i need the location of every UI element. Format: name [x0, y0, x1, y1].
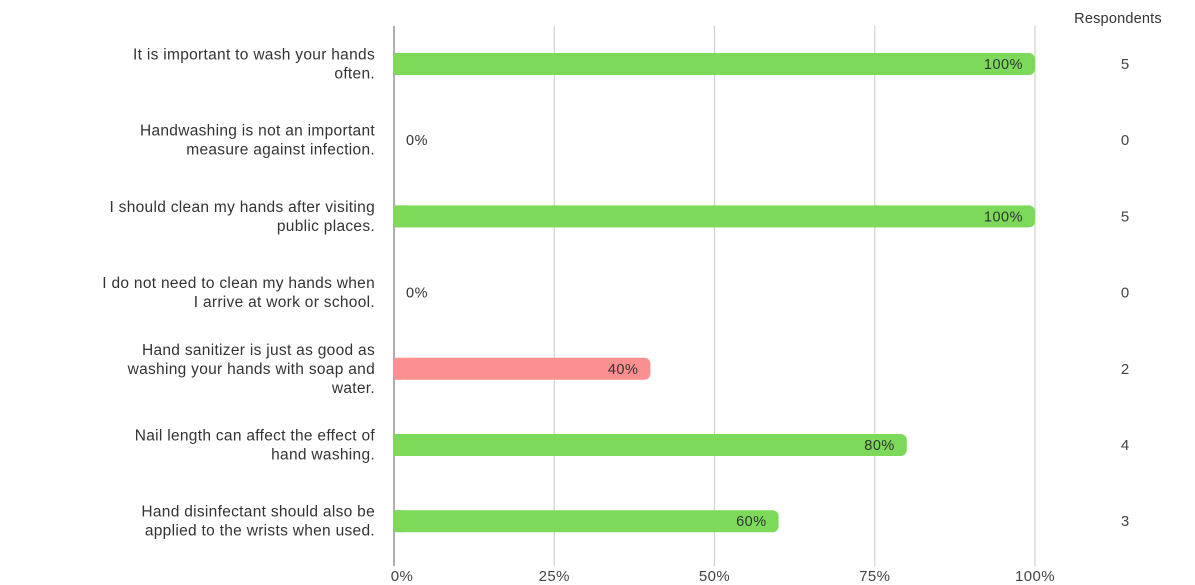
- respondent-count: 0: [1121, 285, 1129, 302]
- respondent-count: 4: [1121, 437, 1129, 454]
- bar-base: [394, 510, 402, 533]
- respondent-count: 2: [1121, 361, 1129, 378]
- data-label: 100%: [984, 57, 1023, 73]
- data-label: 80%: [864, 438, 895, 454]
- category-label: Hand disinfectant should also be applied …: [141, 504, 375, 540]
- bar: [394, 357, 651, 380]
- respondent-count: 0: [1121, 132, 1129, 149]
- respondent-count: 3: [1121, 513, 1129, 530]
- category-label: I should clean my hands after visiting pu…: [109, 199, 375, 235]
- x-tick-label: 25%: [539, 568, 570, 585]
- category-labels: It is important to wash your hands often.…: [102, 47, 375, 540]
- respondents-header: Respondents: [1074, 11, 1162, 27]
- bar: [394, 205, 1035, 228]
- x-tick-label: 100%: [1015, 568, 1055, 585]
- data-label: 60%: [736, 514, 767, 530]
- x-tick-label: 75%: [859, 568, 890, 585]
- respondent-count: 5: [1121, 208, 1129, 225]
- category-label: I do not need to clean my hands when I ar…: [102, 275, 375, 311]
- bar: [394, 434, 907, 456]
- respondents-column: Respondents 5 0 5 0 2 4 3: [1074, 11, 1162, 530]
- bars: 100% 0% 100% 0% 40% 80% 60%: [394, 53, 1035, 533]
- category-label: Handwashing is not an important measure a…: [140, 123, 375, 159]
- data-label: 0%: [406, 286, 428, 302]
- respondent-count: 5: [1121, 56, 1129, 73]
- data-label: 100%: [984, 209, 1023, 225]
- x-tick-label: 0%: [391, 568, 413, 585]
- bar-base: [394, 357, 402, 380]
- data-label: 40%: [608, 362, 639, 378]
- bar-base: [394, 434, 402, 456]
- x-tick-label: 50%: [699, 568, 730, 585]
- category-label: Nail length can affect the effect of hand…: [135, 428, 376, 464]
- bar-base: [394, 205, 402, 228]
- bar-base: [394, 53, 402, 75]
- gridlines: [393, 26, 1036, 566]
- category-label: Hand sanitizer is just as good as washing…: [127, 342, 375, 397]
- category-label: It is important to wash your hands often.: [133, 47, 375, 83]
- bar: [394, 510, 779, 533]
- x-axis-ticks: 0% 25% 50% 75% 100%: [391, 568, 1055, 585]
- data-label: 0%: [406, 133, 428, 149]
- bar: [394, 53, 1035, 75]
